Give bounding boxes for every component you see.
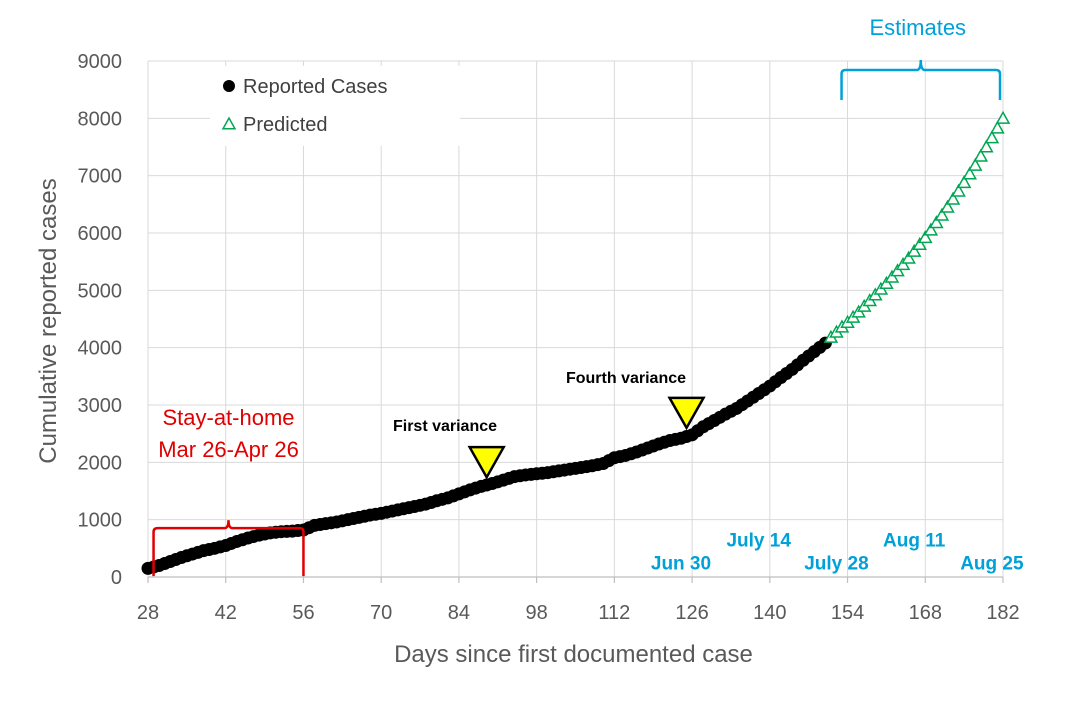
fourth-variance-label: Fourth variance xyxy=(566,370,686,387)
x-tick-label: 140 xyxy=(753,602,786,624)
y-tick-label: 6000 xyxy=(78,223,123,245)
x-tick-label: 28 xyxy=(137,602,159,624)
predicted-point xyxy=(934,207,950,221)
date-label: Jun 30 xyxy=(651,554,711,575)
legend-predicted-label: Predicted xyxy=(243,114,328,136)
predicted-point xyxy=(979,139,994,153)
legend: Reported Cases Predicted xyxy=(210,66,460,146)
predicted-point xyxy=(901,250,916,264)
legend-reported-marker xyxy=(223,80,235,92)
predicted-point xyxy=(940,199,955,213)
stay-at-home-label: Stay-at-home xyxy=(162,405,294,430)
stay-at-home-bracket xyxy=(152,520,305,577)
axes: 28 42 56 70 84 98 112 126 140 154 168 182 0 1000 2000 3… xyxy=(35,51,1020,668)
date-label: July 28 xyxy=(804,554,868,575)
predicted-point xyxy=(956,175,972,189)
x-tick-label: 84 xyxy=(448,602,470,624)
predicted-point xyxy=(884,269,900,283)
y-tick-label: 0 xyxy=(111,567,122,589)
first-variance-label: First variance xyxy=(393,418,497,435)
x-tick-label: 182 xyxy=(986,602,1019,624)
predicted-point xyxy=(967,157,983,171)
estimates-bracket xyxy=(840,59,1002,100)
predicted-point xyxy=(951,183,966,197)
date-label: Aug 11 xyxy=(883,531,946,552)
y-tick-label: 7000 xyxy=(78,166,123,188)
date-label: Aug 25 xyxy=(960,554,1024,575)
x-tick-label: 70 xyxy=(370,602,392,624)
x-tick-label: 42 xyxy=(215,602,237,624)
legend-reported-label: Reported Cases xyxy=(243,76,388,98)
x-tick-label: 56 xyxy=(292,602,314,624)
y-tick-label: 1000 xyxy=(78,510,123,532)
predicted-point xyxy=(890,263,905,277)
estimates-label: Estimates xyxy=(869,15,966,40)
fourth-variance-marker xyxy=(667,396,706,431)
first-variance-marker xyxy=(467,445,506,480)
predicted-point xyxy=(912,236,927,251)
predicted-point xyxy=(984,130,1000,144)
predicted-point xyxy=(962,166,977,180)
annotations: Stay-at-home Mar 26-Apr 26 Estimates First … xyxy=(152,15,1024,577)
x-tick-label: 154 xyxy=(831,602,864,624)
y-tick-label: 5000 xyxy=(78,280,123,302)
y-tick-label: 4000 xyxy=(78,338,123,360)
predicted-point xyxy=(906,243,922,257)
y-tick-label: 9000 xyxy=(78,51,123,73)
y-tick-label: 3000 xyxy=(78,395,123,417)
x-tick-label: 112 xyxy=(598,602,630,624)
x-tick-label: 98 xyxy=(526,602,548,624)
x-axis-title: Days since first documented case xyxy=(394,641,753,668)
predicted-point xyxy=(929,215,944,229)
x-tick-label: 168 xyxy=(909,602,942,624)
data-series xyxy=(141,110,1011,575)
legend-background xyxy=(210,66,460,146)
predicted-point xyxy=(895,256,911,271)
date-label: July 14 xyxy=(726,531,791,552)
predicted-point xyxy=(995,110,1011,124)
legend-predicted-marker xyxy=(221,116,237,130)
y-tick-label: 8000 xyxy=(78,108,123,130)
grid xyxy=(147,60,1004,578)
x-tick-label: 126 xyxy=(675,602,708,624)
predicted-point xyxy=(917,230,933,244)
predicted-point xyxy=(973,148,989,162)
y-axis-title: Cumulative reported cases xyxy=(35,178,62,463)
predicted-point xyxy=(990,120,1005,134)
predicted-point xyxy=(879,275,894,290)
predicted-point xyxy=(923,222,939,236)
y-tick-label: 2000 xyxy=(78,452,123,474)
predicted-point xyxy=(945,191,961,205)
stay-at-home-dates: Mar 26-Apr 26 xyxy=(158,437,299,462)
